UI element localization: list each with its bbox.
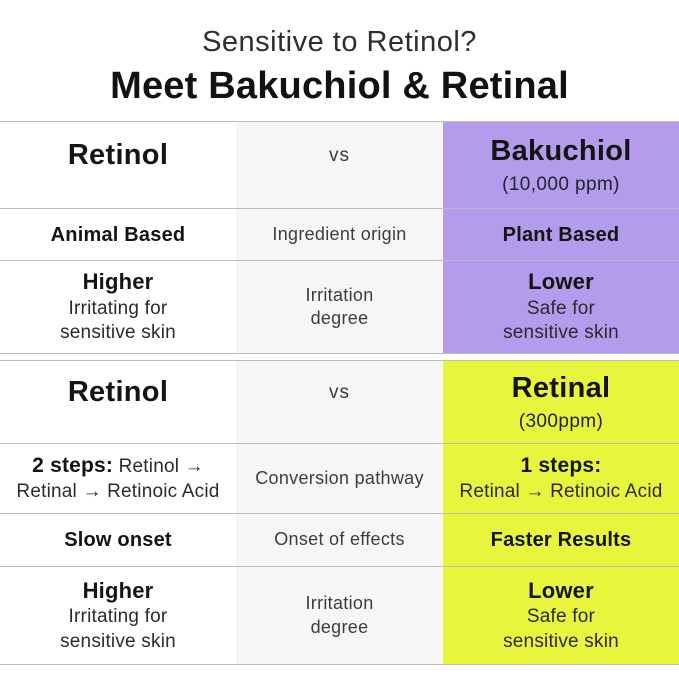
value-higher: Higher [82, 269, 154, 295]
desc-safe-line1: Safe for [526, 297, 596, 319]
criterion-irritation-2-line2: degree [310, 616, 369, 637]
criterion-irritation-line2: degree [310, 308, 369, 328]
cell-criterion-origin: Ingredient origin [236, 209, 443, 260]
value-plant-based: Plant Based [502, 223, 620, 246]
conversion-2steps-path1: Retinol → [118, 456, 204, 478]
criterion-ingredient-origin: Ingredient origin [272, 223, 407, 244]
cell-retinal-onset: Faster Results [443, 514, 679, 566]
table-row-conversion-pathway: 2 steps: Retinol → Retinal → Retinoic Ac… [0, 443, 679, 513]
header-cell-vs: vs [236, 122, 443, 208]
criterion-conversion-pathway: Conversion pathway [255, 467, 424, 488]
desc-irritating-2-line2: sensitive skin [60, 630, 176, 652]
value-slow-onset: Slow onset [64, 529, 172, 551]
product-name-retinal: Retinal [511, 371, 611, 404]
cell-retinal-irritation: Lower Safe for sensitive skin [443, 567, 679, 664]
value-animal-based: Animal Based [50, 223, 186, 246]
cell-bakuchiol-origin: Plant Based [443, 209, 679, 260]
desc-safe-2-line2: sensitive skin [503, 630, 619, 652]
table-row-header-bakuchiol: Retinol vs Bakuchiol (10,000 ppm) [0, 121, 679, 208]
cell-retinol-conversion: 2 steps: Retinol → Retinal → Retinoic Ac… [0, 444, 236, 513]
desc-irritating-line2: sensitive skin [60, 322, 176, 344]
product-name-bakuchiol: Bakuchiol [490, 134, 632, 167]
table-row-header-retinal: Retinol vs Retinal (300ppm) [0, 360, 679, 443]
table-row-irritation-retinal: Higher Irritating for sensitive skin Irr… [0, 566, 679, 664]
cell-retinol-irritation: Higher Irritating for sensitive skin [0, 261, 236, 353]
value-lower-2: Lower [528, 577, 594, 603]
table-row-ingredient-origin: Animal Based Ingredient origin Plant Bas… [0, 208, 679, 260]
title-block: Sensitive to Retinol? Meet Bakuchiol & R… [0, 0, 679, 121]
header-cell-retinol-2: Retinol [0, 361, 236, 443]
cell-retinol-onset: Slow onset [0, 514, 236, 566]
conversion-1steps-line2: Retinal → Retinoic Acid [459, 481, 663, 502]
page-subtitle: Sensitive to Retinol? [202, 26, 477, 58]
header-cell-retinal: Retinal (300ppm) [443, 361, 679, 443]
conversion-2steps-term: 2 steps: [32, 454, 114, 478]
comparison-table-retinal: Retinol vs Retinal (300ppm) 2 steps: Ret… [0, 360, 679, 665]
conversion-1steps-line1: 1 steps: [521, 452, 602, 480]
vs-label: vs [329, 144, 350, 166]
cell-criterion-onset: Onset of effects [236, 514, 443, 566]
cell-criterion-irritation: Irritation degree [236, 261, 443, 353]
cell-bakuchiol-irritation: Lower Safe for sensitive skin [443, 261, 679, 353]
criterion-irritation-line1: Irritation [305, 284, 374, 305]
table-row-irritation-bakuchiol: Higher Irritating for sensitive skin Irr… [0, 260, 679, 353]
vs-label-2: vs [329, 381, 350, 403]
cell-retinol-origin: Animal Based [0, 209, 236, 260]
value-higher-2: Higher [82, 577, 154, 603]
table-row-onset-of-effects: Slow onset Onset of effects Faster Resul… [0, 513, 679, 566]
conversion-2steps-line2: Retinal → Retinoic Acid [16, 481, 220, 502]
conversion-1steps-term: 1 steps: [520, 454, 602, 478]
cell-retinol-irritation-2: Higher Irritating for sensitive skin [0, 567, 236, 664]
concentration-bakuchiol: (10,000 ppm) [502, 173, 620, 195]
desc-safe-2-line1: Safe for [526, 606, 596, 628]
criterion-irritation-2-line1: Irritation [305, 593, 374, 614]
page-title: Meet Bakuchiol & Retinal [110, 65, 569, 107]
value-faster-results: Faster Results [490, 529, 632, 551]
cell-criterion-irritation-2: Irritation degree [236, 567, 443, 664]
concentration-retinal: (300ppm) [518, 410, 604, 432]
desc-irritating-2-line1: Irritating for [68, 606, 168, 628]
header-cell-bakuchiol: Bakuchiol (10,000 ppm) [443, 122, 679, 208]
criterion-onset-of-effects: Onset of effects [274, 529, 405, 550]
product-name-retinol: Retinol [67, 139, 169, 172]
cell-criterion-conversion: Conversion pathway [236, 444, 443, 513]
cell-retinal-conversion: 1 steps: Retinal → Retinoic Acid [443, 444, 679, 513]
product-name-retinol-2: Retinol [67, 376, 169, 409]
desc-irritating-line1: Irritating for [68, 297, 168, 319]
comparison-table-bakuchiol: Retinol vs Bakuchiol (10,000 ppm) Animal… [0, 121, 679, 354]
desc-safe-line2: sensitive skin [503, 322, 619, 344]
header-cell-vs-2: vs [236, 361, 443, 443]
value-lower: Lower [528, 269, 594, 295]
header-cell-retinol: Retinol [0, 122, 236, 208]
conversion-2steps-line1: 2 steps: Retinol → [32, 452, 204, 480]
